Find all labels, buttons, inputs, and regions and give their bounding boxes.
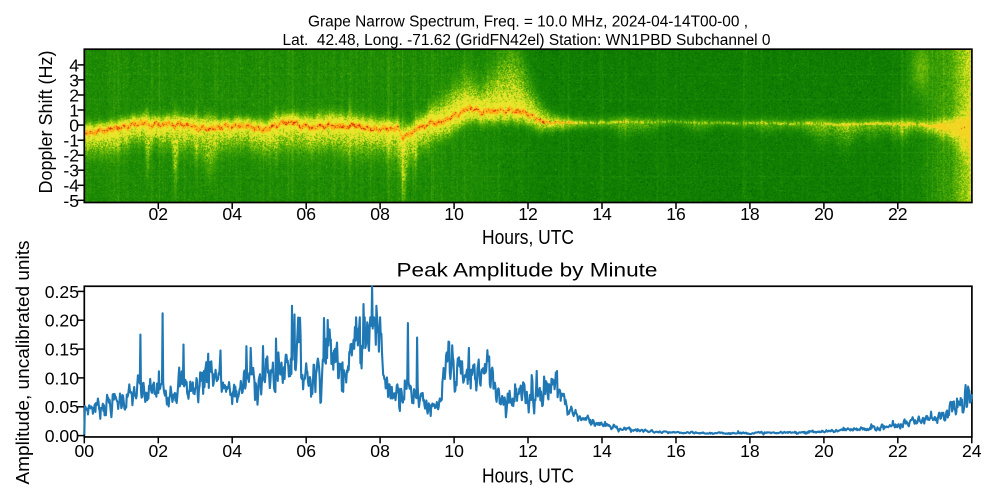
svg-text:0.05: 0.05 [45, 397, 79, 417]
svg-text:Hours, UTC: Hours, UTC [482, 464, 574, 487]
svg-text:24: 24 [962, 441, 982, 461]
svg-text:22: 22 [888, 204, 908, 224]
svg-text:-3: -3 [63, 161, 79, 181]
svg-text:1: 1 [69, 101, 79, 121]
svg-text:16: 16 [666, 441, 686, 461]
svg-text:00: 00 [75, 441, 95, 461]
svg-text:22: 22 [888, 441, 908, 461]
svg-text:Peak Amplitude by Minute: Peak Amplitude by Minute [397, 260, 658, 282]
svg-text:-4: -4 [63, 176, 79, 196]
svg-text:10: 10 [444, 204, 464, 224]
svg-text:Doppler Shift (Hz): Doppler Shift (Hz) [35, 51, 56, 194]
svg-text:-2: -2 [63, 146, 79, 166]
svg-text:18: 18 [740, 441, 760, 461]
svg-text:12: 12 [518, 204, 538, 224]
svg-text:18: 18 [740, 204, 760, 224]
svg-text:04: 04 [222, 204, 242, 224]
svg-text:Grape Narrow Spectrum, Freq. =: Grape Narrow Spectrum, Freq. = 10.0 MHz,… [308, 13, 748, 30]
svg-text:14: 14 [592, 441, 612, 461]
svg-text:16: 16 [666, 204, 686, 224]
svg-text:0.25: 0.25 [45, 282, 79, 302]
svg-text:08: 08 [370, 441, 390, 461]
svg-text:20: 20 [814, 204, 834, 224]
svg-text:Hours, UTC: Hours, UTC [482, 226, 574, 249]
svg-text:06: 06 [296, 441, 316, 461]
svg-text:08: 08 [370, 204, 390, 224]
svg-text:Lat. 42.48, Long. -71.62 (Gri: Lat. 42.48, Long. -71.62 (GridFN42el) St… [283, 32, 771, 49]
svg-text:06: 06 [296, 204, 316, 224]
svg-text:Amplitude, uncalibrated units: Amplitude, uncalibrated units [13, 241, 33, 485]
svg-text:02: 02 [149, 441, 169, 461]
svg-text:02: 02 [149, 204, 169, 224]
svg-text:-1: -1 [63, 131, 79, 151]
svg-text:0.15: 0.15 [45, 339, 79, 359]
svg-text:3: 3 [69, 70, 79, 90]
svg-text:12: 12 [518, 441, 538, 461]
svg-text:20: 20 [814, 441, 834, 461]
svg-text:0.20: 0.20 [45, 311, 79, 331]
svg-text:4: 4 [69, 55, 79, 75]
svg-text:0.00: 0.00 [45, 426, 79, 446]
svg-text:14: 14 [592, 204, 612, 224]
svg-text:0.10: 0.10 [45, 368, 79, 388]
svg-text:-5: -5 [63, 191, 79, 211]
svg-text:2: 2 [69, 85, 79, 105]
svg-text:10: 10 [444, 441, 464, 461]
svg-text:0: 0 [69, 116, 79, 136]
svg-text:04: 04 [222, 441, 242, 461]
